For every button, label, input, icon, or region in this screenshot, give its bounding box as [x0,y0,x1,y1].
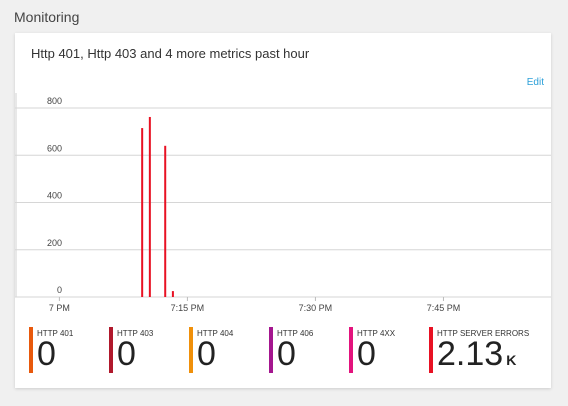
tile-color-bar [29,327,33,373]
metrics-chart: 800 600 400 200 0 7 PM 7:15 PM 7:30 PM 7:45 PM [15,93,551,313]
tile-number: 0 [277,335,296,373]
data-bar [171,291,174,297]
x-tick-label: 7 PM [49,303,70,313]
tile-label: HTTP SERVER ERRORS [437,329,530,338]
x-tick-label: 7:30 PM [299,303,333,313]
tile-number: 0 [357,335,376,373]
tile-number: 2.13 [437,335,504,373]
tile-value: 0 [277,337,299,377]
tile-value: 0 [37,337,59,377]
tile-value: 0 [357,337,379,377]
tile-value: 2.13 K [437,337,516,377]
metrics-card[interactable]: Http 401, Http 403 and 4 more metrics pa… [15,33,551,388]
tile-http-4xx[interactable]: HTTP 4XX 0 [349,327,419,375]
tile-value: 0 [197,337,219,377]
section-title: Monitoring [14,9,80,25]
tile-number: 0 [197,335,216,373]
y-tick-label: 200 [47,238,62,248]
data-bar [164,145,167,297]
y-tick-label: 800 [47,96,62,106]
x-tick-label: 7:45 PM [427,303,461,313]
tile-color-bar [349,327,353,373]
y-tick-label: 400 [47,191,62,201]
tile-unit: K [506,352,517,368]
tile-value: 0 [117,337,139,377]
tile-http-406[interactable]: HTTP 406 0 [269,327,339,375]
tile-color-bar [109,327,113,373]
tile-http-401[interactable]: HTTP 401 0 [29,327,99,375]
y-tick-label: 0 [57,285,62,295]
tile-http-404[interactable]: HTTP 404 0 [189,327,259,375]
tile-label: HTTP 406 [277,329,314,338]
tile-label: HTTP 4XX [357,329,396,338]
card-title: Http 401, Http 403 and 4 more metrics pa… [31,46,310,61]
edit-link[interactable]: Edit [526,77,544,88]
tile-color-bar [429,327,433,373]
tile-label: HTTP 401 [37,329,74,338]
tile-http-server-errors[interactable]: HTTP SERVER ERRORS 2.13 K [429,327,547,375]
tile-label: HTTP 403 [117,329,154,338]
y-tick-label: 600 [47,143,62,153]
tile-color-bar [189,327,193,373]
tile-color-bar [269,327,273,373]
tile-label: HTTP 404 [197,329,234,338]
tile-number: 0 [37,335,56,373]
x-tick-label: 7:15 PM [171,303,205,313]
tile-http-403[interactable]: HTTP 403 0 [109,327,179,375]
data-bar [141,128,144,297]
data-bar [148,116,151,297]
tile-number: 0 [117,335,136,373]
